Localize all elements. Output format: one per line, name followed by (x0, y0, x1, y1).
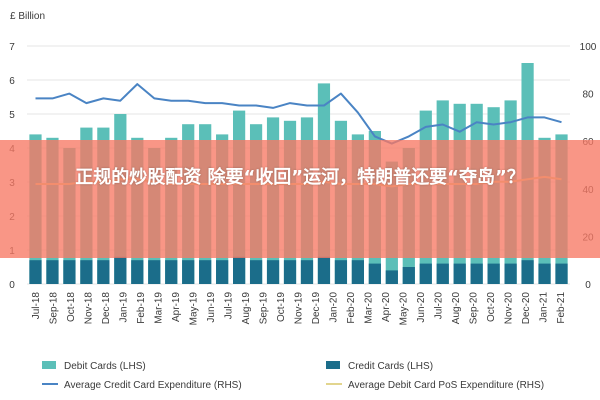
credit-bar (283, 260, 297, 284)
credit-bar (419, 263, 432, 284)
x-axis-tick-label: Nov-18 (83, 292, 94, 325)
credit-bar (249, 260, 263, 284)
credit-bar (199, 260, 212, 284)
x-axis-tick-label: Dec-19 (311, 292, 322, 325)
credit-bar (216, 260, 229, 284)
x-axis-tick-label: Jan-20 (329, 292, 340, 323)
x-axis-tick-label: Jul-19 (223, 292, 234, 320)
x-axis-tick-label: Jul-18 (31, 292, 42, 320)
credit-bar (521, 260, 534, 284)
x-axis: Jul-18 Sep-18 Oct-18 Nov-18 Dec-18 Jan-19 Feb-… (31, 292, 567, 326)
x-axis-tick-label: Apr-19 (171, 292, 182, 322)
left-axis-tick-label: 7 (9, 42, 15, 53)
credit-bar (97, 260, 110, 284)
legend-label-avg-debit: Average Debit Card PoS Expenditure (RHS) (348, 380, 544, 391)
credit-cards-bars (29, 256, 568, 284)
x-axis-tick-label: Oct-19 (276, 292, 287, 322)
credit-bar (266, 260, 280, 284)
x-axis-tick-label: Mar-20 (364, 292, 375, 324)
credit-bar (63, 260, 76, 284)
x-axis-tick-label: Feb-19 (136, 292, 147, 324)
credit-bar (182, 260, 195, 284)
credit-bar (233, 256, 246, 284)
credit-bar (334, 260, 348, 284)
credit-bar (29, 260, 42, 284)
x-axis-tick-label: Feb-20 (346, 292, 357, 324)
credit-bar (504, 263, 517, 284)
credit-bar (131, 260, 144, 284)
x-axis-tick-label: Dec-18 (101, 292, 112, 325)
right-axis-tick-label: 80 (582, 90, 594, 101)
right-axis-tick-label: 100 (580, 42, 597, 53)
legend-label-credit: Credit Cards (LHS) (348, 361, 433, 372)
x-axis-tick-label: Jan-21 (539, 292, 550, 323)
credit-bar (385, 270, 398, 284)
legend-label-debit: Debit Cards (LHS) (64, 361, 146, 372)
y-unit-label: £ Billion (10, 11, 45, 22)
x-axis-tick-label: Jun-20 (416, 292, 427, 323)
credit-bar (453, 263, 466, 284)
left-axis-tick-label: 0 (9, 280, 15, 291)
x-axis-tick-label: Jul-20 (434, 292, 445, 320)
x-axis-tick-label: May-20 (399, 292, 410, 326)
x-axis-tick-label: Oct-20 (486, 292, 497, 322)
credit-bar (317, 256, 331, 284)
x-axis-tick-label: Nov-20 (504, 292, 515, 325)
credit-bar (46, 260, 59, 284)
x-axis-tick-label: Nov-19 (294, 292, 305, 325)
x-axis-tick-label: Dec-20 (521, 292, 532, 325)
credit-bar (470, 263, 483, 284)
x-axis-tick-label: May-19 (188, 292, 199, 326)
x-axis-tick-label: Feb-21 (556, 292, 567, 324)
x-axis-tick-label: Oct-18 (66, 292, 77, 322)
right-axis-tick-label: 0 (585, 280, 591, 291)
credit-bar (538, 263, 551, 284)
x-axis-tick-label: Jun-19 (206, 292, 217, 323)
left-axis-tick-label: 6 (9, 76, 15, 87)
x-axis-tick-label: Sep-18 (48, 292, 59, 325)
x-axis-tick-label: Jan-19 (118, 292, 129, 323)
x-axis-tick-label: Aug-19 (241, 292, 252, 325)
overlay-banner (0, 140, 600, 258)
credit-bar (402, 267, 415, 284)
x-axis-tick-label: Mar-19 (153, 292, 164, 324)
x-axis-tick-label: Aug-20 (451, 292, 462, 325)
credit-bar (351, 260, 364, 284)
x-axis-tick-label: Sep-19 (259, 292, 270, 325)
avg-credit-expenditure-line (35, 83, 562, 145)
credit-bar (148, 260, 161, 284)
legend-label-avg-credit: Average Credit Card Expenditure (RHS) (64, 380, 242, 391)
overlay-headline: 正规的炒股配资 除要“收回”运河，特朗普还要“夺岛”？ (75, 167, 525, 188)
legend-swatch-credit (326, 361, 340, 369)
credit-bar (487, 263, 500, 284)
credit-bar (368, 263, 381, 284)
x-axis-tick-label: Apr-20 (381, 292, 392, 322)
credit-bar (300, 260, 314, 284)
credit-bar (555, 263, 568, 284)
legend: Debit Cards (LHS) Credit Cards (LHS) Ave… (42, 361, 544, 391)
credit-bar (165, 260, 178, 284)
credit-bar (436, 263, 449, 284)
credit-bar (80, 260, 93, 284)
credit-bar (114, 256, 127, 284)
legend-swatch-debit (42, 361, 56, 369)
left-axis-tick-label: 5 (9, 110, 15, 121)
x-axis-tick-label: Sep-20 (469, 292, 480, 325)
